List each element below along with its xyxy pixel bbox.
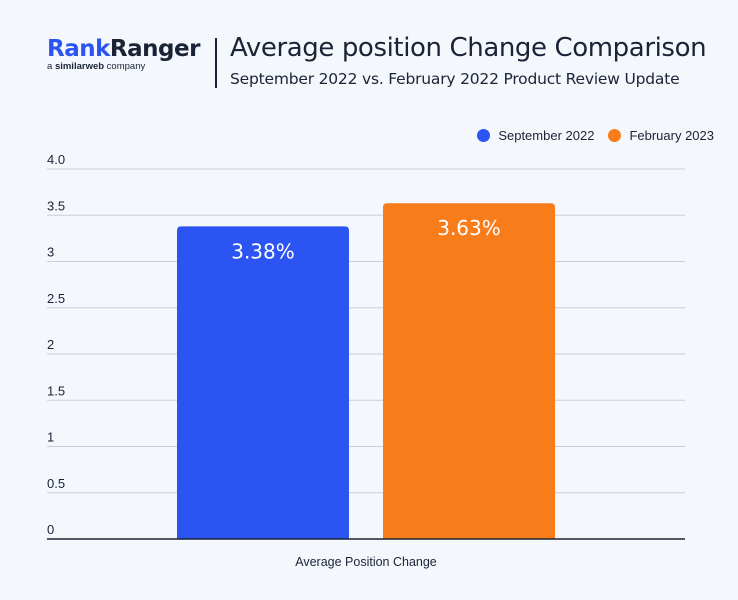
legend-label-september-2022: September 2022	[498, 128, 595, 143]
bar-value-label: 3.38%	[231, 239, 295, 263]
bar-value-label: 3.63%	[437, 216, 501, 240]
bar-february-2023	[383, 203, 555, 539]
legend-dot-blue	[477, 129, 491, 142]
logo-wordmark: RankRanger	[47, 36, 200, 62]
x-category-label: Average Position Change	[295, 555, 437, 569]
y-tick-label: 1.5	[47, 383, 65, 398]
y-tick-label: 0.5	[47, 476, 65, 491]
legend-item-september-2022: September 2022	[477, 128, 594, 143]
header-divider	[215, 38, 217, 88]
chart-header: RankRanger a similarweb company Average …	[0, 0, 738, 100]
legend-item-february-2023: February 2023	[608, 128, 714, 143]
legend-dot-orange	[608, 129, 622, 142]
y-tick-label: 3	[47, 245, 54, 260]
bar-september-2022	[177, 226, 349, 539]
y-tick-label: 1	[47, 430, 54, 445]
chart-title: Average position Change Comparison	[230, 33, 707, 63]
logo-tagline: a similarweb company	[47, 61, 146, 72]
y-tick-label: 3.5	[47, 198, 65, 213]
y-tick-label: 0	[47, 522, 54, 537]
y-tick-label: 2.5	[47, 291, 65, 306]
chart-subtitle: September 2022 vs. February 2022 Product…	[230, 70, 680, 88]
legend-label-february-2023: February 2023	[629, 128, 714, 143]
rankranger-logo: RankRanger a similarweb company	[47, 36, 200, 72]
y-tick-label: 2	[47, 337, 54, 352]
chart-legend: September 2022 February 2023	[477, 128, 714, 143]
y-tick-label: 4.0	[47, 152, 65, 167]
